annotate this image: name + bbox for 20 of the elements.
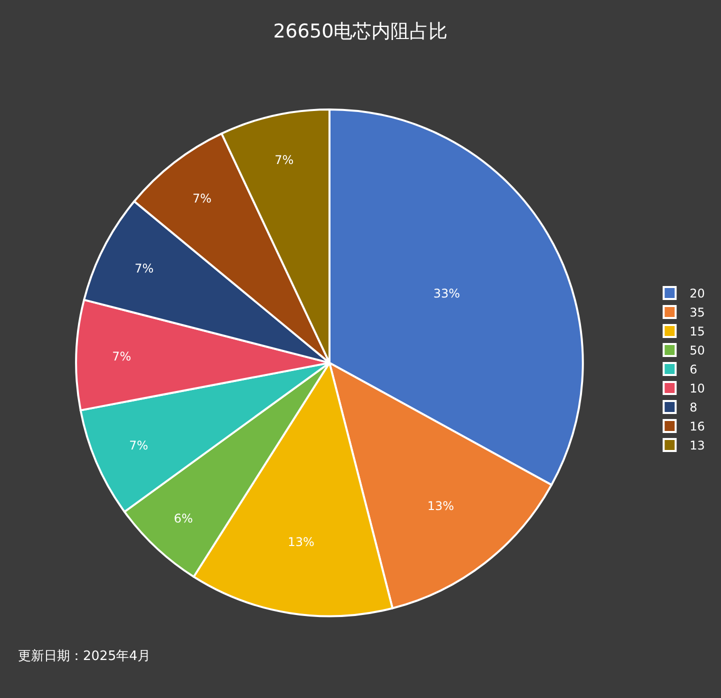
legend-label: 50 xyxy=(690,344,705,358)
legend-label: 20 xyxy=(690,286,705,301)
data-label: 7% xyxy=(192,191,212,206)
data-label: 13% xyxy=(288,534,314,549)
chart-title: 26650电芯内阻占比 xyxy=(273,20,448,43)
data-label: 7% xyxy=(112,349,132,364)
legend-label: 8 xyxy=(690,400,698,415)
data-label: 33% xyxy=(433,286,460,301)
data-label: 13% xyxy=(427,499,454,514)
data-label: 7% xyxy=(134,261,154,276)
legend-label: 16 xyxy=(690,420,705,434)
data-label: 6% xyxy=(174,511,193,526)
legend-label: 35 xyxy=(690,306,705,320)
data-label: 7% xyxy=(129,438,148,452)
legend-label: 6 xyxy=(690,362,698,377)
legend-label: 13 xyxy=(690,438,705,453)
legend-label: 15 xyxy=(690,324,705,339)
text: 更新日期：2025年4月 xyxy=(18,649,150,664)
legend-label: 10 xyxy=(690,382,705,396)
data-label: 7% xyxy=(274,152,294,167)
